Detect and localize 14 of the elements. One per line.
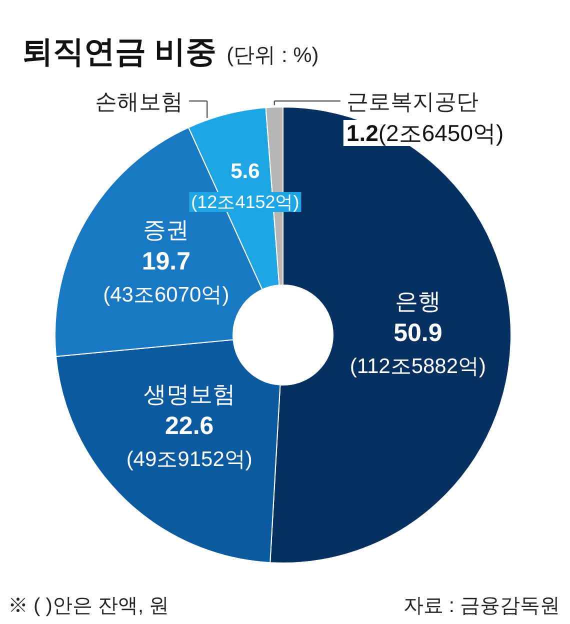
slice-label: 은행 xyxy=(394,288,441,314)
slice-label: 근로복지공단 xyxy=(346,89,478,114)
chart-subtitle: (단위 : %) xyxy=(226,44,319,67)
text: 자료 : 금융감독원 xyxy=(403,595,560,617)
data-label: 5.6 (12조4152억) xyxy=(191,160,300,212)
data-label: 19.7 (43조6070억) xyxy=(103,247,230,306)
slice-label: 생명보험 xyxy=(143,381,236,408)
slice-label: 증권 xyxy=(143,216,190,242)
slice-label: 손해보험 xyxy=(95,89,184,114)
data-label: 22.6 (49조9152억) xyxy=(126,412,252,472)
chart-title: 퇴직연금 비중 xyxy=(22,34,217,69)
data-label: 50.9 (112조5882억) xyxy=(350,318,486,378)
text: ※ ( )안은 잔액, 원 xyxy=(8,595,170,617)
data-label: 1.2(2조6450억) xyxy=(346,120,504,146)
